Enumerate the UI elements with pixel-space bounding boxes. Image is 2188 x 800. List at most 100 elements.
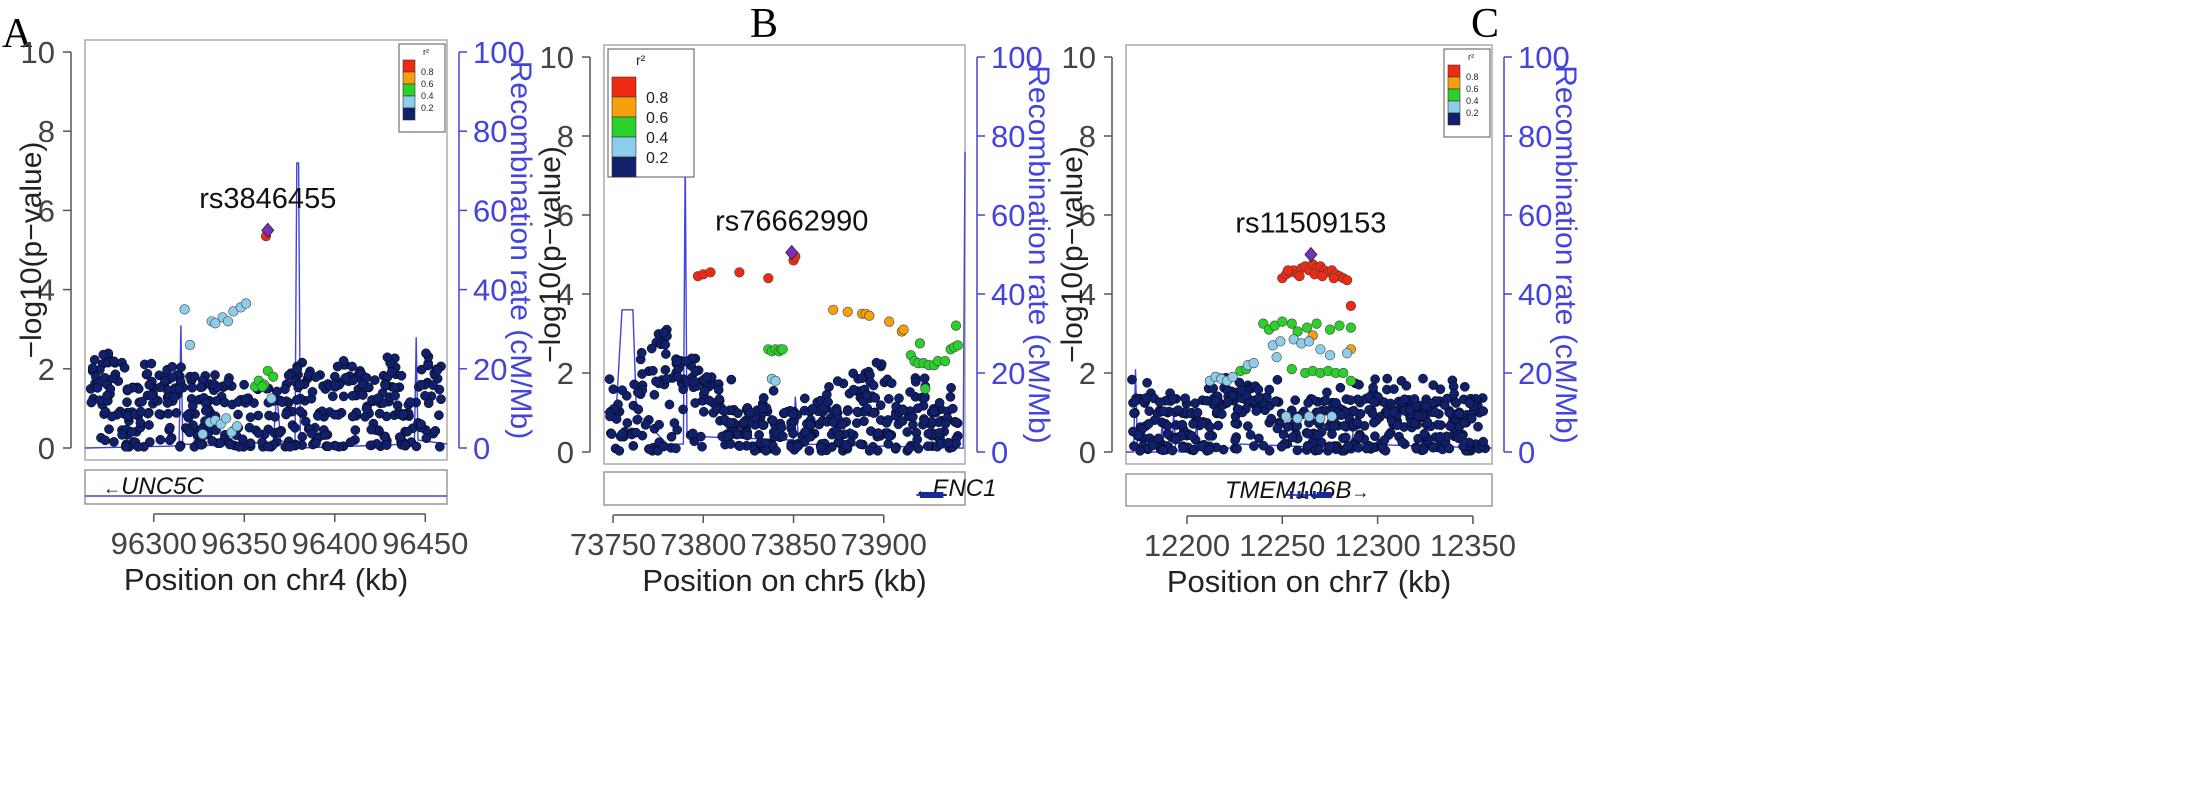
snp-point bbox=[1168, 393, 1179, 404]
snp-point bbox=[1379, 435, 1390, 445]
snp-point bbox=[222, 316, 234, 327]
snp-point bbox=[381, 440, 392, 450]
snp-point bbox=[162, 398, 173, 408]
y2-tick-label: 40 bbox=[991, 277, 1025, 312]
snp-point bbox=[912, 403, 923, 414]
snp-point bbox=[1204, 431, 1215, 441]
snp-point bbox=[291, 395, 302, 405]
snp-point bbox=[1466, 413, 1477, 424]
snp-point bbox=[777, 344, 788, 355]
x-tick-label: 96350 bbox=[201, 526, 287, 561]
snp-point bbox=[947, 403, 958, 414]
snp-point bbox=[253, 428, 264, 438]
y-tick-label: 4 bbox=[557, 277, 574, 312]
snp-point bbox=[1399, 394, 1410, 405]
lead-snp-label: rs3846455 bbox=[199, 183, 336, 215]
snp-point bbox=[649, 389, 660, 400]
y2-tick-label: 0 bbox=[473, 431, 490, 466]
snp-point bbox=[702, 372, 712, 382]
snp-point bbox=[1324, 441, 1335, 452]
snp-point bbox=[857, 373, 867, 384]
snp-point bbox=[313, 411, 323, 421]
snp-point bbox=[98, 349, 109, 360]
legend-swatch bbox=[1447, 88, 1461, 102]
snp-point bbox=[239, 379, 249, 390]
snp-point bbox=[295, 406, 305, 417]
snp-point bbox=[231, 421, 243, 432]
snp-point bbox=[651, 376, 661, 387]
snp-point bbox=[184, 339, 196, 351]
legend-swatch bbox=[402, 71, 416, 85]
snp-point bbox=[1130, 396, 1141, 406]
snp-point bbox=[943, 437, 954, 448]
y-tick-label: 4 bbox=[1079, 277, 1096, 312]
snp-point bbox=[197, 429, 208, 440]
snp-point bbox=[1303, 398, 1314, 408]
snp-point bbox=[1345, 395, 1356, 406]
snp-point bbox=[210, 370, 220, 380]
panel-label: A bbox=[2, 11, 33, 57]
snp-point bbox=[946, 382, 956, 393]
y2-tick-label: 80 bbox=[991, 119, 1025, 154]
legend-label: 0.8 bbox=[421, 67, 434, 77]
snp-point bbox=[934, 397, 945, 408]
snp-point bbox=[672, 356, 683, 367]
legend-label: 0.4 bbox=[1466, 96, 1479, 106]
y-tick-label: 8 bbox=[1079, 119, 1096, 154]
snp-point bbox=[1340, 432, 1351, 443]
y-tick-label: 6 bbox=[1079, 198, 1096, 233]
x-tick-label: 73850 bbox=[750, 527, 836, 562]
snp-point bbox=[245, 412, 256, 423]
snp-point bbox=[1154, 397, 1165, 407]
snp-point bbox=[1303, 428, 1313, 439]
snp-point bbox=[1422, 417, 1433, 428]
snp-point bbox=[945, 392, 956, 402]
snp-point bbox=[1328, 273, 1339, 284]
snp-point bbox=[108, 373, 118, 384]
snp-point bbox=[1272, 374, 1283, 385]
snp-point bbox=[1464, 398, 1475, 409]
snp-point bbox=[1313, 430, 1323, 441]
x-tick-label: 12300 bbox=[1335, 528, 1421, 563]
snp-point bbox=[1292, 445, 1303, 456]
snp-point bbox=[919, 392, 930, 403]
legend-label: 0.2 bbox=[1466, 108, 1479, 118]
snp-point bbox=[432, 365, 443, 375]
snp-point bbox=[1339, 420, 1350, 431]
snp-point bbox=[1409, 394, 1420, 404]
y2-tick-label: 80 bbox=[473, 114, 507, 149]
y-axis-title: −log10(p−value) bbox=[1056, 146, 1089, 363]
snp-point bbox=[1341, 275, 1353, 286]
snp-point bbox=[1353, 442, 1364, 453]
snp-point bbox=[654, 419, 664, 430]
snp-point bbox=[1227, 390, 1238, 401]
legend-title: r² bbox=[1468, 52, 1474, 62]
snp-point bbox=[912, 434, 923, 445]
snp-point bbox=[380, 380, 390, 390]
snp-point bbox=[726, 374, 737, 385]
snp-point bbox=[307, 387, 318, 397]
snp-point bbox=[872, 445, 883, 456]
snp-point bbox=[890, 443, 901, 453]
snp-point bbox=[1418, 444, 1429, 455]
snp-point bbox=[1478, 406, 1489, 416]
snp-point bbox=[196, 440, 206, 450]
x-tick-label: 96450 bbox=[382, 526, 468, 561]
snp-point bbox=[725, 418, 736, 428]
x-axis-title: Position on chr5 (kb) bbox=[642, 563, 926, 598]
snp-point bbox=[1334, 320, 1345, 331]
snp-point bbox=[910, 376, 921, 387]
legend-swatch bbox=[1447, 76, 1461, 90]
legend-title: r² bbox=[636, 52, 646, 68]
snp-point bbox=[661, 349, 671, 359]
snp-point bbox=[1171, 434, 1181, 445]
snp-point bbox=[1294, 271, 1305, 282]
y-tick-label: 10 bbox=[540, 40, 574, 75]
snp-point bbox=[1421, 400, 1432, 411]
snp-point bbox=[614, 445, 625, 456]
y2-tick-label: 0 bbox=[991, 435, 1008, 470]
snp-point bbox=[283, 370, 294, 381]
snp-point bbox=[745, 407, 755, 418]
x-tick-label: 73900 bbox=[841, 527, 927, 562]
snp-point bbox=[179, 304, 190, 315]
